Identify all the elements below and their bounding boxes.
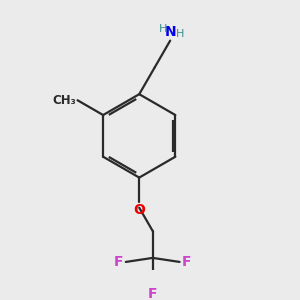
Text: N: N <box>164 25 176 39</box>
Text: CH₃: CH₃ <box>52 94 76 107</box>
Text: F: F <box>114 255 124 269</box>
Text: O: O <box>133 203 145 217</box>
Text: H: H <box>176 29 184 39</box>
Text: H: H <box>159 24 168 34</box>
Text: F: F <box>182 255 191 269</box>
Text: F: F <box>148 287 158 300</box>
